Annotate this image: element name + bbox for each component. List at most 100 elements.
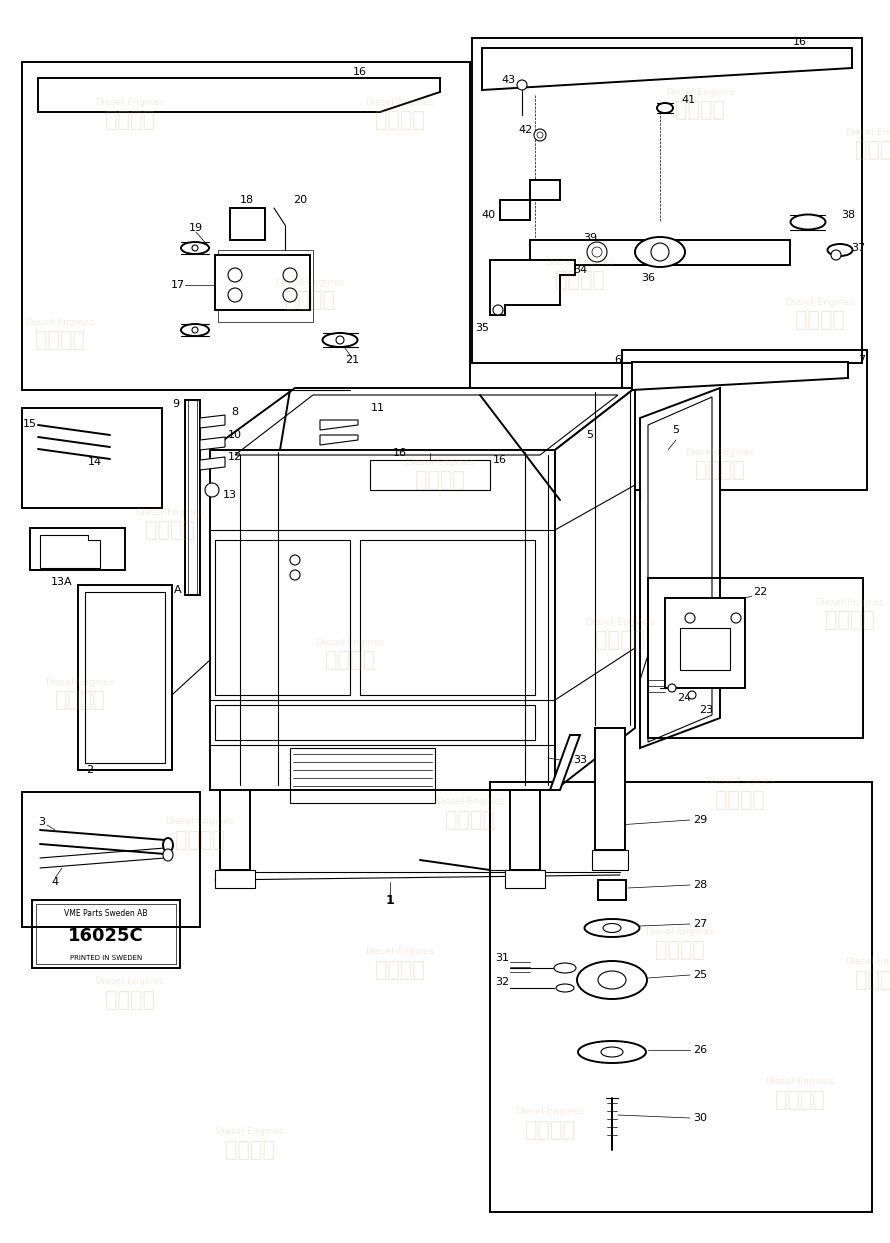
Text: 紫发动力: 紫发动力 [795,310,845,329]
Text: Diesel-Engines: Diesel-Engines [645,927,715,936]
Polygon shape [200,438,225,450]
Ellipse shape [336,336,344,344]
Text: 17: 17 [171,280,185,290]
Text: 20: 20 [293,195,307,205]
Circle shape [592,247,602,257]
Text: Diesel-Engines: Diesel-Engines [435,798,505,807]
Text: Diesel-Engines: Diesel-Engines [706,778,774,787]
Text: 24: 24 [677,694,692,704]
Text: Diesel-Engines: Diesel-Engines [586,618,654,626]
Circle shape [668,684,676,692]
Bar [312,405,367,467]
Ellipse shape [192,327,198,333]
Ellipse shape [790,215,826,230]
Text: 紫发动力: 紫发动力 [715,791,765,810]
Bar [22,792,200,927]
Polygon shape [632,362,848,390]
Polygon shape [210,450,555,791]
Text: 10: 10 [228,430,242,440]
Polygon shape [40,534,100,568]
Text: 紫发动力: 紫发动力 [325,650,375,670]
Polygon shape [510,791,540,870]
Text: 紫发动力: 紫发动力 [415,470,465,490]
Ellipse shape [657,103,673,113]
Ellipse shape [163,838,173,851]
Text: Diesel-Engines: Diesel-Engines [95,97,165,107]
Text: VME Parts Sweden AB: VME Parts Sweden AB [64,909,148,917]
Text: 31: 31 [495,953,509,963]
Ellipse shape [192,245,198,251]
Ellipse shape [598,971,626,989]
Text: 紫发动力: 紫发动力 [825,610,875,630]
Text: 34: 34 [573,265,587,275]
Text: 23: 23 [699,705,713,715]
Text: 紫发动力: 紫发动力 [445,810,495,830]
Ellipse shape [651,242,669,261]
Bar [680,628,730,670]
Text: Diesel-Engines: Diesel-Engines [95,977,165,987]
Text: Diesel-Engines: Diesel-Engines [26,317,94,327]
Polygon shape [482,48,852,89]
Polygon shape [595,728,625,850]
Text: 29: 29 [693,815,708,825]
Circle shape [688,691,696,699]
Polygon shape [230,208,265,240]
Text: 43: 43 [501,75,515,85]
Text: Diesel-Engines: Diesel-Engines [815,598,885,607]
Bar [215,539,350,695]
Circle shape [283,288,297,302]
Bar [472,39,862,363]
Circle shape [517,80,527,89]
Text: 21: 21 [345,355,359,365]
Polygon shape [78,585,172,769]
Ellipse shape [603,924,621,932]
Bar [215,705,535,740]
Text: 28: 28 [693,880,708,890]
Circle shape [534,129,546,140]
Text: Diesel-Engines: Diesel-Engines [135,507,205,517]
Polygon shape [490,260,575,314]
Text: 紫发动力: 紫发动力 [855,970,890,989]
Text: 41: 41 [681,94,695,104]
Polygon shape [592,850,628,870]
Circle shape [731,613,741,623]
Text: 紫发动力: 紫发动力 [375,960,425,979]
Text: 11A: 11A [161,585,182,595]
Text: 紫发动力: 紫发动力 [555,270,605,290]
Text: 37: 37 [851,242,865,254]
Text: Diesel-Engines: Diesel-Engines [366,97,434,107]
Text: 4: 4 [52,878,59,888]
Text: 紫发动力: 紫发动力 [145,520,195,539]
Ellipse shape [828,244,853,256]
Circle shape [587,242,607,262]
Polygon shape [598,880,626,900]
Circle shape [228,268,242,282]
Bar [648,578,863,738]
Polygon shape [210,388,635,450]
Polygon shape [640,388,720,748]
Text: Diesel-Engines: Diesel-Engines [685,447,755,456]
Text: 5: 5 [587,430,594,440]
Text: Diesel-Engines: Diesel-Engines [45,677,115,686]
Circle shape [493,305,503,314]
Polygon shape [550,735,580,791]
Circle shape [685,613,695,623]
Text: 6: 6 [614,355,621,365]
Text: Diesel-Engines: Diesel-Engines [666,87,734,97]
Text: 紫发动力: 紫发动力 [375,109,425,131]
Ellipse shape [554,963,576,973]
Text: Diesel-Engines: Diesel-Engines [786,297,854,307]
Polygon shape [185,400,200,595]
Text: 紫发动力: 紫发动力 [175,830,225,850]
Text: Diesel-Engines: Diesel-Engines [315,638,384,646]
Text: 19: 19 [189,222,203,232]
Text: Diesel-Engines: Diesel-Engines [515,1108,585,1116]
Ellipse shape [601,1047,623,1057]
Text: Diesel-Engines: Diesel-Engines [406,457,474,466]
Bar [32,900,180,968]
Text: 12: 12 [228,452,242,462]
Text: Diesel-Engines: Diesel-Engines [765,1078,835,1086]
Text: 39: 39 [583,232,597,242]
Ellipse shape [556,984,574,992]
Text: Diesel-Engines: Diesel-Engines [215,1127,285,1136]
